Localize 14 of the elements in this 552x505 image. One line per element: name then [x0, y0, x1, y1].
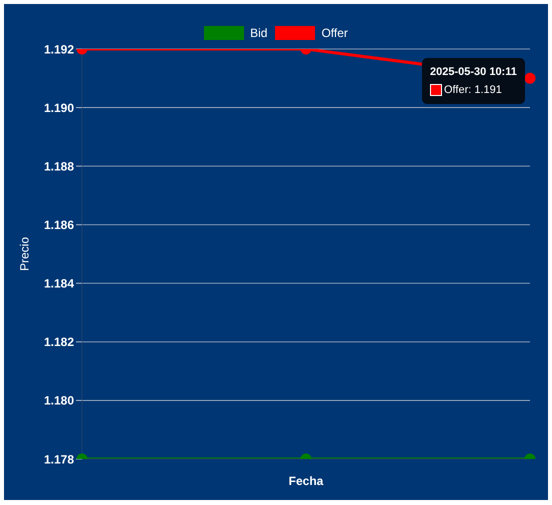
y-axis-title: Precio — [17, 236, 32, 272]
y-tick-label: 1.192 — [44, 42, 74, 56]
y-tick-label: 1.178 — [44, 452, 74, 466]
y-tick-label: 1.180 — [44, 394, 74, 408]
y-tick-label: 1.188 — [44, 159, 74, 174]
y-tick-label: 1.184 — [44, 276, 74, 291]
annotation: 2025-05-30 10:11 — [430, 65, 517, 80]
x-axis-title: Fecha — [288, 474, 324, 488]
legend-label: Offer — [321, 26, 348, 40]
legend-label: Bid — [250, 26, 268, 40]
y-tick-label: 1.186 — [44, 218, 74, 232]
y-tick-label: 1.182 — [44, 335, 74, 350]
y-tick-label: 1.190 — [44, 100, 74, 115]
annotation: Offer: 1.191 — [444, 83, 502, 98]
